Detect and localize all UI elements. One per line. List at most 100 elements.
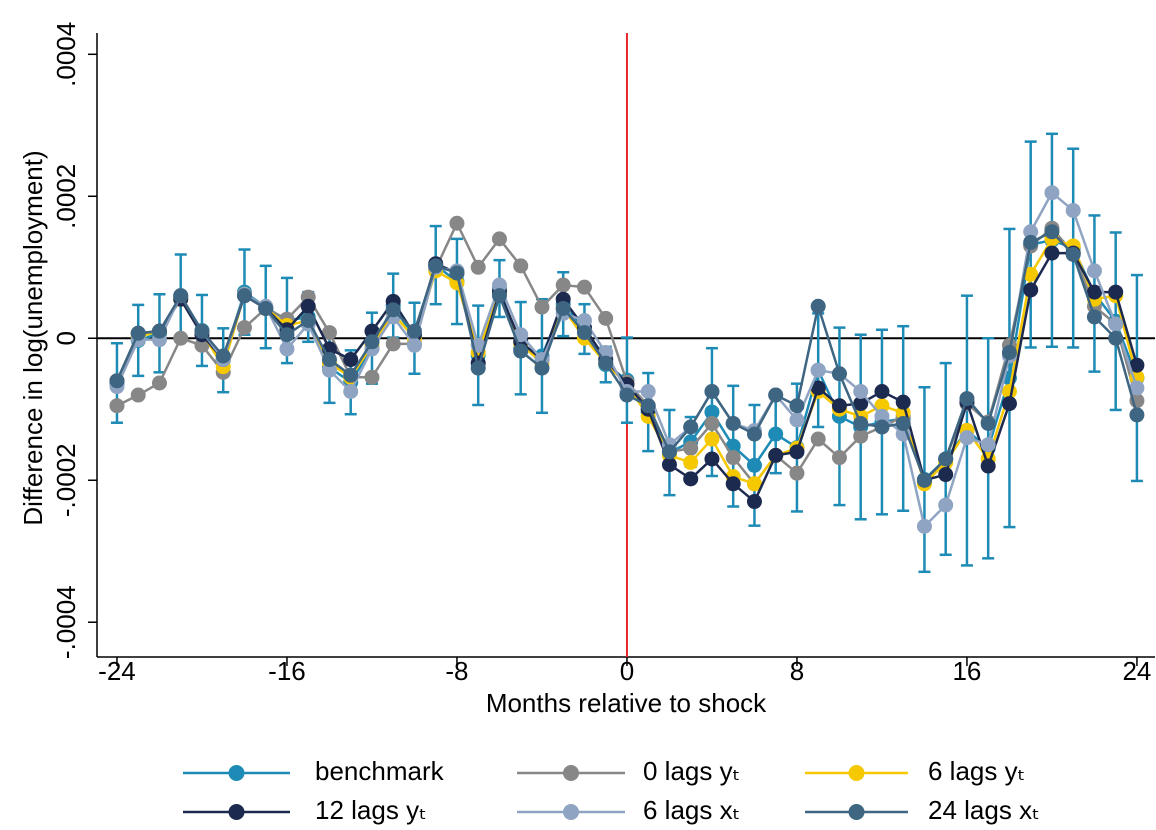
data-point xyxy=(385,302,401,318)
data-point xyxy=(831,398,847,414)
data-point xyxy=(470,360,486,376)
data-point xyxy=(385,336,401,352)
legend-label: 6 lags yₜ xyxy=(928,756,1025,786)
data-point xyxy=(789,398,805,414)
data-point xyxy=(321,362,337,378)
data-point xyxy=(1108,284,1124,300)
legend-label: 6 lags xₜ xyxy=(643,795,740,825)
data-point xyxy=(683,419,699,435)
legend-marker xyxy=(228,804,245,820)
data-point xyxy=(661,444,677,460)
data-point xyxy=(704,415,720,431)
data-point xyxy=(321,352,337,368)
data-point xyxy=(704,431,720,447)
data-point xyxy=(364,334,380,350)
data-point xyxy=(1129,407,1145,423)
data-point xyxy=(725,450,741,466)
x-tick-label: -24 xyxy=(98,656,136,686)
data-point xyxy=(1086,284,1102,300)
x-tick-label: 8 xyxy=(790,656,804,686)
data-point xyxy=(640,383,656,399)
data-point xyxy=(1065,202,1081,218)
x-tick-label: 0 xyxy=(620,656,634,686)
data-point xyxy=(1023,234,1039,250)
data-point xyxy=(746,494,762,510)
data-point xyxy=(513,343,529,359)
data-point xyxy=(789,444,805,460)
data-point xyxy=(576,325,592,341)
data-point xyxy=(959,391,975,407)
data-point xyxy=(173,288,189,304)
data-point xyxy=(980,458,996,474)
data-point xyxy=(874,419,890,435)
x-tick-label: 24 xyxy=(1122,656,1151,686)
data-point xyxy=(300,298,316,314)
data-point xyxy=(640,398,656,414)
x-axis-title: Months relative to shock xyxy=(486,688,767,718)
data-point xyxy=(853,428,869,444)
data-point xyxy=(853,415,869,431)
data-point xyxy=(279,327,295,343)
data-point xyxy=(300,313,316,329)
data-point xyxy=(938,497,954,513)
data-point xyxy=(746,457,762,473)
data-point xyxy=(1065,246,1081,262)
data-point xyxy=(1129,380,1145,396)
data-point xyxy=(1023,224,1039,240)
data-point xyxy=(916,518,932,534)
data-point xyxy=(555,277,571,293)
data-point xyxy=(683,471,699,487)
data-point xyxy=(491,288,507,304)
data-point xyxy=(831,366,847,382)
data-point xyxy=(1086,309,1102,325)
data-point xyxy=(1044,185,1060,201)
data-point xyxy=(768,387,784,403)
data-point xyxy=(576,313,592,329)
legend-marker xyxy=(848,765,865,781)
data-point xyxy=(534,299,550,315)
data-point xyxy=(853,383,869,399)
data-point xyxy=(598,355,614,371)
y-tick-label: 0 xyxy=(51,331,81,345)
data-point xyxy=(406,323,422,339)
x-tick-label: -8 xyxy=(445,656,468,686)
y-tick-label: .0004 xyxy=(51,22,81,87)
data-point xyxy=(810,431,826,447)
data-point xyxy=(980,437,996,453)
data-point xyxy=(683,454,699,470)
legend-label: 24 lags xₜ xyxy=(928,795,1040,825)
data-point xyxy=(343,367,359,383)
legend-marker xyxy=(563,765,579,781)
data-point xyxy=(683,440,699,456)
data-point xyxy=(151,323,167,339)
y-tick-label: -.0004 xyxy=(51,585,81,659)
data-point xyxy=(236,288,252,304)
x-tick-label: 16 xyxy=(952,656,981,686)
data-point xyxy=(109,398,125,414)
data-point xyxy=(364,369,380,385)
data-point xyxy=(1108,316,1124,332)
y-tick-label: -.0002 xyxy=(51,443,81,517)
data-point xyxy=(1023,266,1039,282)
data-point xyxy=(598,310,614,326)
data-point xyxy=(938,451,954,467)
data-point xyxy=(173,330,189,346)
data-point xyxy=(810,362,826,378)
data-point xyxy=(1086,263,1102,279)
data-point xyxy=(428,258,444,274)
data-point xyxy=(874,408,890,424)
data-point xyxy=(109,373,125,389)
data-point xyxy=(1108,330,1124,346)
data-point xyxy=(789,465,805,481)
data-point xyxy=(215,348,231,364)
data-point xyxy=(895,394,911,410)
data-point xyxy=(449,215,465,231)
data-point xyxy=(768,426,784,442)
data-point xyxy=(938,467,954,483)
data-point xyxy=(1001,396,1017,412)
y-tick-label: .0002 xyxy=(51,164,81,229)
legend-label: 12 lags yₜ xyxy=(315,795,427,825)
legend-marker xyxy=(563,804,579,820)
legend-marker xyxy=(848,804,865,820)
